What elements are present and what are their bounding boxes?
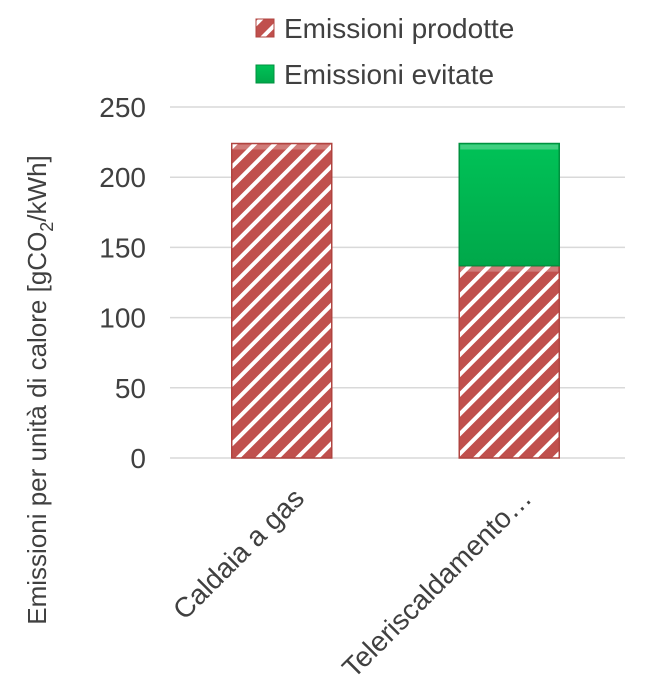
y-tick-label: 250 [99, 92, 146, 123]
y-tick-label: 150 [99, 232, 146, 263]
bar-bevel [460, 266, 559, 272]
legend-label: Emissioni prodotte [284, 13, 514, 44]
y-tick-labels: 0 50 100 150 200 250 [99, 92, 146, 474]
bar-emissioni-prodotte-1 [458, 264, 560, 459]
bars [231, 142, 560, 459]
y-axis-title: Emissioni per unità di calore [gCO2/kWh] [22, 155, 57, 625]
bar-bevel [232, 144, 331, 150]
y-tick-label: 50 [115, 373, 146, 404]
y-tick-label: 100 [99, 303, 146, 334]
legend-swatch-emissioni-prodotte [255, 18, 275, 38]
x-category-label: Teleriscaldamento… [336, 482, 537, 683]
bar-emissioni-evitate-1 [458, 142, 560, 267]
y-tick-label: 0 [130, 443, 146, 474]
legend-label: Emissioni evitate [284, 59, 494, 90]
x-category-labels: Caldaia a gas Teleriscaldamento… [167, 482, 538, 683]
legend: Emissioni prodotte Emissioni evitate [255, 13, 514, 90]
y-tick-label: 200 [99, 162, 146, 193]
x-category-label: Caldaia a gas [167, 482, 310, 625]
legend-swatch-emissioni-evitate [255, 64, 275, 84]
bar-bevel [460, 144, 559, 150]
bar-emissioni-prodotte-0 [231, 142, 333, 459]
